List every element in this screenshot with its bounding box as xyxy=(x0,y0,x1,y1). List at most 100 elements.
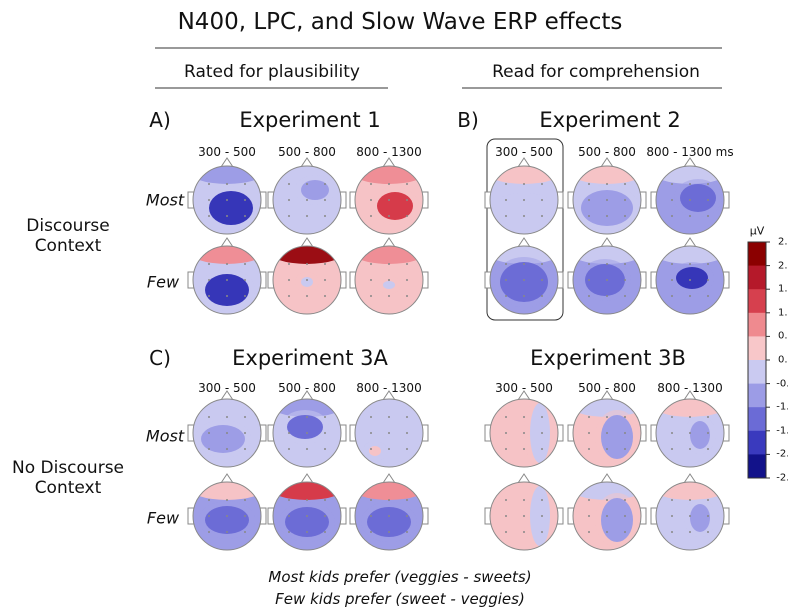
electrode xyxy=(689,215,691,217)
electrode xyxy=(671,432,673,434)
topomap-blob xyxy=(585,264,625,296)
electrode xyxy=(208,215,210,217)
electrode xyxy=(606,199,608,201)
electrode xyxy=(523,295,525,297)
electrode xyxy=(624,183,626,185)
topomap-band xyxy=(273,166,341,184)
nose xyxy=(220,237,234,248)
electrode xyxy=(707,448,709,450)
electrode xyxy=(208,448,210,450)
electrode xyxy=(226,499,228,501)
topomap xyxy=(573,246,641,314)
nose xyxy=(220,157,234,168)
electrode xyxy=(541,183,543,185)
electrode xyxy=(244,531,246,533)
electrode xyxy=(523,499,525,501)
electrode xyxy=(244,183,246,185)
electrode xyxy=(406,515,408,517)
electrode xyxy=(406,448,408,450)
electrode xyxy=(689,448,691,450)
electrode xyxy=(406,416,408,418)
electrode xyxy=(606,531,608,533)
condition-label: Most xyxy=(145,190,185,210)
electrode xyxy=(588,263,590,265)
topomap-blob xyxy=(383,281,395,289)
electrode xyxy=(523,199,525,201)
electrode xyxy=(606,215,608,217)
electrode xyxy=(306,499,308,501)
electrode xyxy=(707,279,709,281)
head-outline xyxy=(489,398,559,468)
head-outline xyxy=(655,398,725,468)
topomap xyxy=(193,399,261,467)
topomap-band xyxy=(355,246,423,264)
topomap-blob xyxy=(690,504,710,532)
electrode xyxy=(541,499,543,501)
electrode xyxy=(324,448,326,450)
caption: Few kids prefer (sweet - veggies) xyxy=(275,590,525,608)
electrode xyxy=(324,279,326,281)
electrode xyxy=(388,515,390,517)
colorbar-cell xyxy=(748,265,766,290)
electrode xyxy=(288,183,290,185)
topomap-blob xyxy=(201,425,245,453)
column-header: Rated for plausibility xyxy=(184,62,360,82)
electrode xyxy=(505,263,507,265)
electrode xyxy=(707,531,709,533)
electrode xyxy=(208,515,210,517)
head-outline xyxy=(272,481,342,551)
topomap-blob xyxy=(285,507,329,537)
electrode xyxy=(671,279,673,281)
electrode xyxy=(226,183,228,185)
electrode xyxy=(370,499,372,501)
electrode xyxy=(588,515,590,517)
colorbar-tick-label: 1.0 xyxy=(778,307,788,319)
electrode xyxy=(689,416,691,418)
electrode xyxy=(406,295,408,297)
electrode xyxy=(406,183,408,185)
colorbar-tick-label: 1.5 xyxy=(778,283,788,295)
electrode xyxy=(588,432,590,434)
topomap-blob xyxy=(209,191,253,225)
topomap-blob xyxy=(530,486,550,546)
electrode xyxy=(324,531,326,533)
electrode xyxy=(505,531,507,533)
electrode xyxy=(370,263,372,265)
head-outline xyxy=(272,245,342,315)
head-outline xyxy=(192,245,262,315)
topomap xyxy=(273,166,341,234)
colorbar-cell xyxy=(748,454,766,479)
electrode xyxy=(244,416,246,418)
topomap xyxy=(355,246,423,314)
head-outline xyxy=(489,165,559,235)
nose xyxy=(517,390,531,401)
electrode xyxy=(523,432,525,434)
electrode xyxy=(606,432,608,434)
time-window: 300 - 500 xyxy=(495,145,553,159)
electrode xyxy=(588,215,590,217)
electrode xyxy=(671,416,673,418)
electrode xyxy=(244,295,246,297)
electrode xyxy=(624,295,626,297)
nose xyxy=(300,473,314,484)
electrode xyxy=(244,263,246,265)
time-window: 300 - 500 xyxy=(198,145,256,159)
electrode xyxy=(324,215,326,217)
electrode xyxy=(624,416,626,418)
electrode xyxy=(370,515,372,517)
electrode xyxy=(406,215,408,217)
head-outline xyxy=(655,165,725,235)
nose xyxy=(382,157,396,168)
electrode xyxy=(208,531,210,533)
time-window: 500 - 800 xyxy=(578,381,636,395)
topomap xyxy=(656,399,724,467)
time-window: 300 - 500 xyxy=(198,381,256,395)
caption: Most kids prefer (veggies - sweets) xyxy=(268,568,532,586)
electrode xyxy=(689,199,691,201)
head-outline xyxy=(655,245,725,315)
head-outline xyxy=(192,165,262,235)
electrode xyxy=(671,515,673,517)
condition-label: Few xyxy=(146,272,180,292)
electrode xyxy=(324,416,326,418)
